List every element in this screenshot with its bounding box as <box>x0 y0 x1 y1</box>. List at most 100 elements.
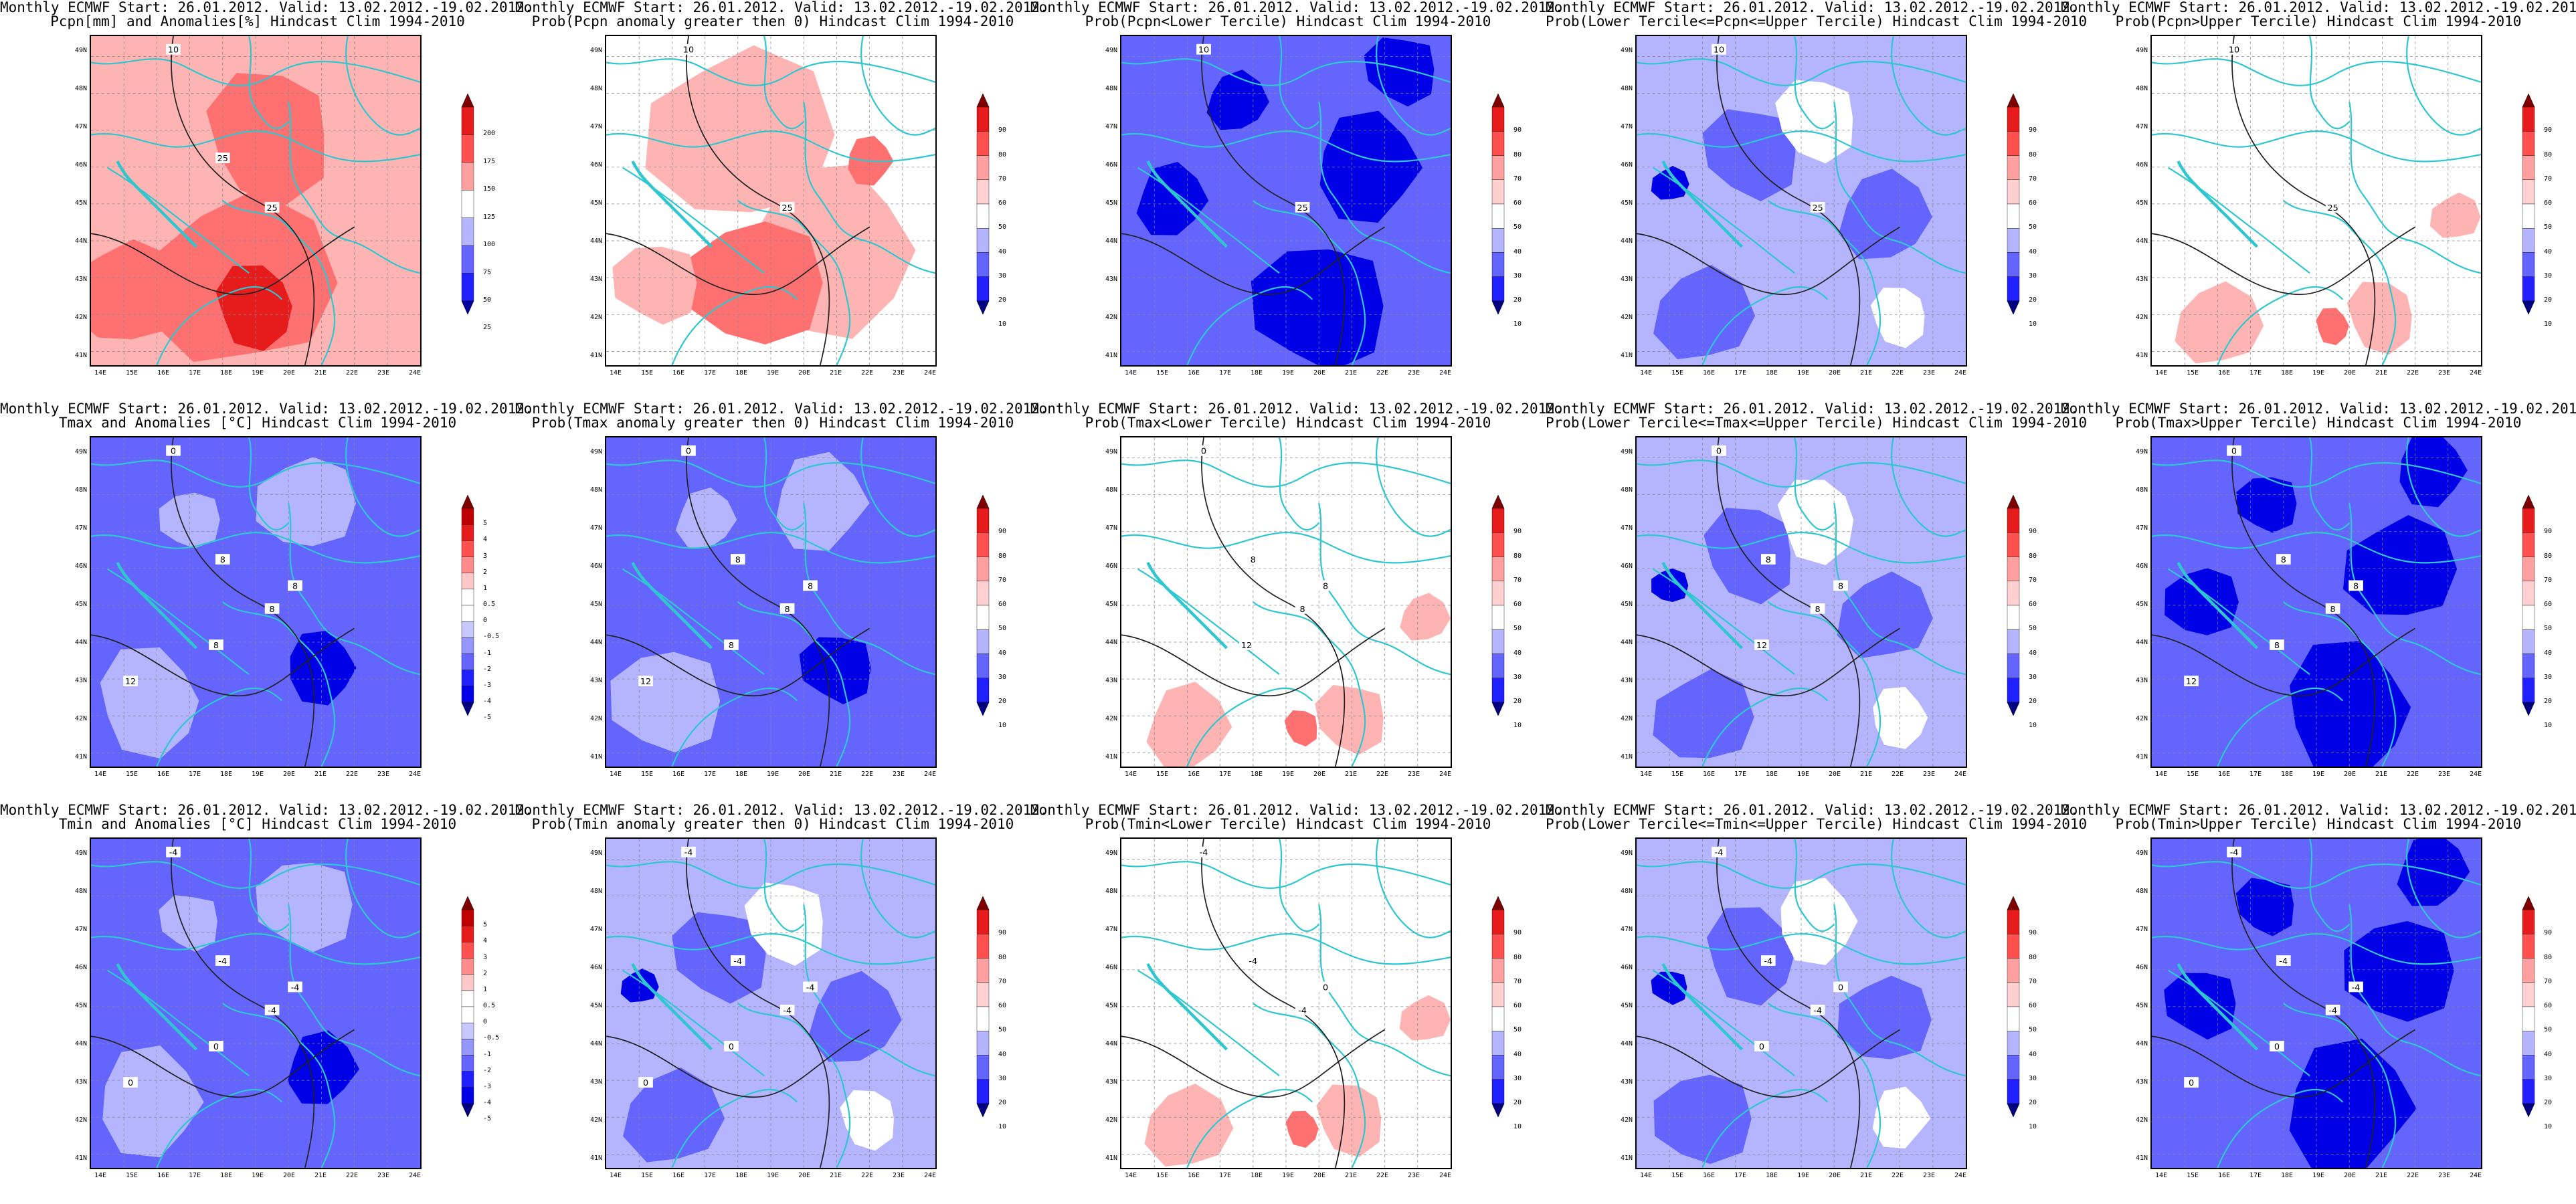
colorbar-label: 50 <box>2029 625 2037 633</box>
country-border <box>91 532 420 564</box>
longitude-label: 20E <box>282 771 296 778</box>
country-border <box>2217 286 2344 365</box>
probability-shading <box>1400 593 1451 641</box>
longitude-label: 16E <box>1702 771 1716 778</box>
country-border <box>1279 437 1319 531</box>
longitude-label: 21E <box>2375 1172 2388 1179</box>
colorbar-segment <box>1491 629 1505 654</box>
colorbar-segment <box>2522 106 2535 132</box>
probability-shading <box>1653 264 1756 360</box>
colorbar-segment <box>2007 605 2020 630</box>
longitude-label: 22E <box>1376 369 1389 377</box>
latitude-label: 43N <box>1105 677 1117 684</box>
isoline-label-box <box>2276 955 2291 966</box>
colorbar-label: 40 <box>2029 247 2037 256</box>
colorbar-label: 90 <box>2544 929 2553 937</box>
colorbar-label: -5 <box>483 1115 492 1123</box>
country-border <box>1794 839 1835 932</box>
isoline <box>686 36 830 365</box>
latitude-label: 44N <box>2135 639 2148 646</box>
probability-shading <box>744 882 823 966</box>
panel-title-line1: Monthly ECMWF Start: 26.01.2012. Valid: … <box>515 0 1048 15</box>
probability-shading <box>2175 281 2264 364</box>
colorbar-segment <box>976 203 990 229</box>
longitude-label: 14E <box>2154 771 2168 778</box>
country-border <box>1833 102 1966 274</box>
isoline-label: 12 <box>2186 677 2197 687</box>
colorbar-segment <box>976 982 990 1007</box>
longitude-label: 18E <box>2280 771 2294 778</box>
colorbar-label: 10 <box>2029 722 2037 730</box>
country-border <box>1891 36 1966 136</box>
colorbar-segment <box>2007 581 2020 606</box>
isoline <box>686 839 830 1168</box>
probability-shading <box>2344 921 2454 1022</box>
latitude-label: 48N <box>74 486 87 494</box>
latitude-label: 42N <box>1620 314 1633 321</box>
colorbar-label: 40 <box>1513 247 1522 256</box>
colorbar-label: 75 <box>483 268 492 276</box>
longitude-label: 24E <box>923 369 937 377</box>
country-border <box>2217 1088 2344 1168</box>
country-border <box>2406 437 2481 537</box>
latitude-label: 46N <box>1105 964 1117 971</box>
isoline <box>91 1029 355 1098</box>
probability-shading <box>2290 641 2411 767</box>
latitude-label: 49N <box>74 47 87 54</box>
latitude-label: 47N <box>589 524 602 532</box>
longitude-label: 23E <box>1407 369 1420 377</box>
map-canvas: 10 25 <box>606 36 935 365</box>
colorbar-segment <box>461 190 474 218</box>
colorbar-segment <box>461 106 474 135</box>
colorbar-segment <box>1491 203 1505 229</box>
isoline-label: -4 <box>783 1006 792 1016</box>
country-border <box>2309 437 2350 531</box>
colorbar-arrow-top <box>2007 94 2020 108</box>
latitude-label: 45N <box>589 601 602 608</box>
country-border <box>1833 904 1966 1077</box>
colorbar-label: 60 <box>1513 601 1522 608</box>
isoline <box>171 36 315 365</box>
panel-title-line1: Monthly ECMWF Start: 26.01.2012. Valid: … <box>1030 802 1564 818</box>
latitude-label: 46N <box>74 161 87 169</box>
latitude-label: 45N <box>2135 601 2148 608</box>
isoline <box>1201 839 1346 1168</box>
isoline-label: -4 <box>684 848 693 858</box>
country-border <box>763 437 804 531</box>
isoline <box>2152 627 2416 697</box>
latitude-label: 47N <box>1620 123 1633 130</box>
map-plot: 0 8 8 8 8 12 <box>90 436 422 768</box>
longitude-label: 16E <box>157 1172 170 1179</box>
isoline-label-box <box>166 445 181 456</box>
latitude-label: 43N <box>2135 677 2148 684</box>
probability-shading <box>1872 1086 1931 1148</box>
coastline <box>2177 963 2259 1051</box>
latitude-label: 45N <box>74 199 87 207</box>
longitude-label: 23E <box>377 369 390 377</box>
country-border <box>606 460 935 488</box>
country-border <box>2283 200 2397 365</box>
colorbar-label: -0.5 <box>483 1034 500 1042</box>
latitude-label: 41N <box>74 753 87 761</box>
latitude-label: 45N <box>1620 1002 1633 1009</box>
country-border <box>1637 933 1966 965</box>
colorbar-label: 1 <box>483 584 488 592</box>
isoline-label: 0 <box>1323 983 1328 993</box>
colorbar-segment <box>2007 1006 2020 1031</box>
colorbar-segment <box>461 1039 474 1056</box>
isoline-label: 8 <box>785 605 790 615</box>
colorbar-label: 5 <box>483 921 488 929</box>
longitude-label: 24E <box>923 1172 937 1179</box>
latitude-label: 43N <box>1105 1078 1117 1086</box>
latitude-label: 46N <box>2135 964 2148 971</box>
isoline-label: -4 <box>1249 957 1257 967</box>
colorbar <box>459 495 476 716</box>
colorbar-arrow-bottom <box>2007 702 2020 716</box>
isoline-label-box <box>681 846 696 858</box>
isoline-label-box <box>1318 981 1333 993</box>
longitude-label: 15E <box>2186 1172 2199 1179</box>
latitude-label: 44N <box>1105 639 1117 646</box>
isoline <box>1201 36 1346 365</box>
colorbar-arrow-bottom <box>461 1103 474 1117</box>
isoline-label: 0 <box>686 447 691 457</box>
